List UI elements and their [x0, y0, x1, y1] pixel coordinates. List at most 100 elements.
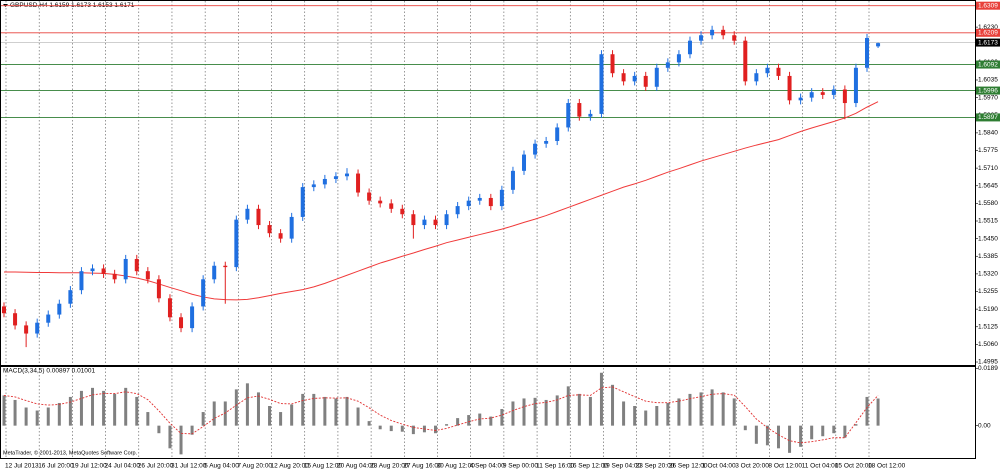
candle-body — [577, 103, 582, 117]
histogram-bar — [146, 412, 150, 426]
candle-body — [643, 75, 648, 87]
histogram-bar — [323, 396, 327, 426]
histogram-bar — [245, 383, 249, 426]
candle-body — [2, 306, 6, 314]
y-tick-label: 1.5840 — [978, 130, 998, 137]
x-tick-label: 8 Oct 12:00 — [768, 463, 802, 470]
histogram-bar — [666, 402, 670, 426]
level-box — [976, 86, 1000, 95]
candle-body — [156, 279, 161, 299]
candle-body — [787, 75, 792, 101]
candle-body — [79, 271, 84, 291]
candle-body — [411, 214, 416, 226]
x-tick-label: 26 Jul 20:00 — [138, 463, 174, 470]
x-tick-label: 5 Aug 04:00 — [204, 463, 239, 470]
histogram-bar — [312, 393, 316, 426]
candle-body — [267, 225, 272, 234]
level-box — [976, 60, 1000, 69]
histogram-bar — [223, 401, 227, 426]
x-tick-label: 19 Jul 12:00 — [71, 463, 107, 470]
histogram-bar — [688, 393, 692, 426]
y-tick-label: 1.6035 — [978, 77, 998, 84]
histogram-bar — [821, 425, 825, 437]
histogram-bar — [655, 406, 659, 426]
histogram-bar — [732, 398, 736, 426]
macd-title: MACD(3,34,5) 0.00897 0.01001 — [3, 368, 96, 375]
level-box — [976, 113, 1000, 122]
x-tick-label: 3 Oct 20:00 — [735, 463, 769, 470]
candle-body — [765, 67, 770, 74]
histogram-bar — [102, 390, 106, 426]
histogram-bar — [467, 415, 471, 426]
candle-body — [333, 176, 338, 179]
candle-body — [809, 92, 814, 98]
candle-body — [256, 208, 261, 226]
histogram-bar — [799, 425, 803, 447]
histogram-bar — [168, 425, 172, 449]
y-tick-label: 1.5125 — [978, 323, 998, 330]
candle-body — [522, 154, 527, 171]
histogram-bar — [46, 407, 50, 426]
level-box — [976, 1, 1000, 10]
candle-body — [112, 273, 117, 280]
y-tick-label: 1.5710 — [978, 165, 998, 172]
candle-body — [422, 219, 427, 226]
histogram-bar — [411, 425, 415, 435]
candle-body — [798, 97, 803, 101]
candle-body — [599, 54, 604, 114]
y-tick-label: 1.5385 — [978, 253, 998, 260]
histogram-bar — [212, 401, 216, 426]
histogram-bar — [876, 398, 880, 426]
x-tick-label: 23 Sep 20:00 — [636, 463, 675, 470]
histogram-bar — [190, 425, 194, 435]
candle-body — [234, 219, 239, 268]
signal-line — [3, 386, 879, 444]
x-tick-label: 11 Sep 16:00 — [536, 463, 575, 470]
x-tick-label: 31 Jul 12:00 — [171, 463, 207, 470]
histogram-bar — [79, 390, 83, 426]
histogram-bar — [367, 421, 371, 426]
x-tick-label: 12 Jul 2013 — [5, 463, 39, 470]
x-tick-label: 9 Sep 00:00 — [503, 463, 538, 470]
histogram-bar — [533, 397, 537, 426]
x-tick-label: 11 Oct 04:00 — [802, 463, 839, 470]
candle-body — [455, 206, 460, 215]
candle-body — [544, 141, 549, 144]
candle-body — [588, 113, 593, 117]
histogram-bar — [743, 425, 747, 431]
x-tick-label: 23 Aug 20:00 — [370, 463, 409, 470]
candle-body — [278, 233, 283, 239]
candle-body — [433, 219, 438, 226]
candle-body — [223, 265, 228, 268]
candle-body — [555, 127, 560, 142]
histogram-bar — [389, 425, 393, 432]
x-tick-label: 16 Sep 12:00 — [569, 463, 608, 470]
histogram-bar — [776, 425, 780, 449]
candle-body — [466, 200, 471, 207]
candle-body — [853, 67, 858, 104]
histogram-bar — [677, 398, 681, 426]
histogram-bar — [633, 406, 637, 426]
x-tick-label: 19 Sep 04:00 — [602, 463, 641, 470]
candle-body — [344, 173, 349, 177]
histogram-bar — [356, 407, 360, 426]
level-label: 1.6173 — [978, 39, 998, 46]
candle-body — [721, 29, 726, 36]
histogram-bar — [268, 406, 272, 426]
histogram-bar — [400, 425, 404, 432]
histogram-bar — [334, 398, 338, 426]
histogram-bar — [544, 399, 548, 426]
candle-body — [68, 290, 73, 304]
y-tick-label: 1.5450 — [978, 235, 998, 242]
candle-body — [710, 29, 715, 36]
x-tick-label: 26 Sep 12:00 — [669, 463, 708, 470]
candle-body — [732, 35, 737, 41]
candle-body — [367, 192, 372, 201]
candle-body — [289, 216, 294, 239]
histogram-bar — [854, 424, 858, 426]
y-tick-label: 1.5190 — [978, 306, 998, 313]
candle-body — [654, 67, 659, 87]
x-tick-label: 24 Jul 04:00 — [105, 463, 141, 470]
candle-body — [322, 178, 327, 185]
macd-frame — [0, 366, 976, 459]
